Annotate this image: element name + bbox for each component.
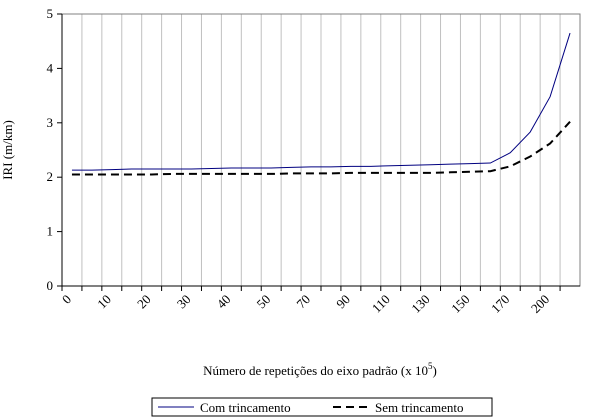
x-tick-label: 50 (254, 292, 274, 312)
x-tick-label: 30 (174, 292, 194, 312)
x-tick-label: 200 (528, 292, 552, 316)
x-axis-label: Número de repetições do eixo padrão (x 1… (203, 361, 437, 378)
y-tick-label: 4 (47, 60, 54, 75)
x-tick-label: 70 (293, 292, 313, 312)
x-tick-label: 0 (59, 292, 74, 307)
y-tick-label: 1 (47, 224, 54, 239)
x-tick-label: 170 (488, 292, 512, 316)
y-tick-label: 2 (47, 169, 54, 184)
legend-box (151, 397, 493, 417)
y-tick-label: 3 (47, 115, 54, 130)
series-line (71, 32, 571, 171)
y-tick-label: 5 (47, 6, 54, 21)
x-tick-label: 150 (448, 292, 472, 316)
x-axis-label-end: ) (433, 363, 437, 378)
x-tick-label: 130 (408, 292, 432, 316)
legend-label: Com trincamento (200, 400, 291, 415)
x-tick-label: 20 (134, 292, 154, 312)
x-tick-label: 110 (369, 292, 393, 316)
legend-label: Sem trincamento (375, 400, 463, 415)
x-tick-label: 40 (214, 292, 234, 312)
y-tick-label: 0 (47, 278, 54, 293)
x-axis-label-sup: 5 (428, 361, 433, 371)
x-tick-label: 90 (333, 292, 353, 312)
series-line (71, 121, 571, 176)
x-axis-label-main: Número de repetições do eixo padrão (x 1… (203, 363, 428, 378)
x-tick-label: 10 (94, 292, 114, 312)
y-axis-label: IRI (m/km) (0, 120, 15, 180)
